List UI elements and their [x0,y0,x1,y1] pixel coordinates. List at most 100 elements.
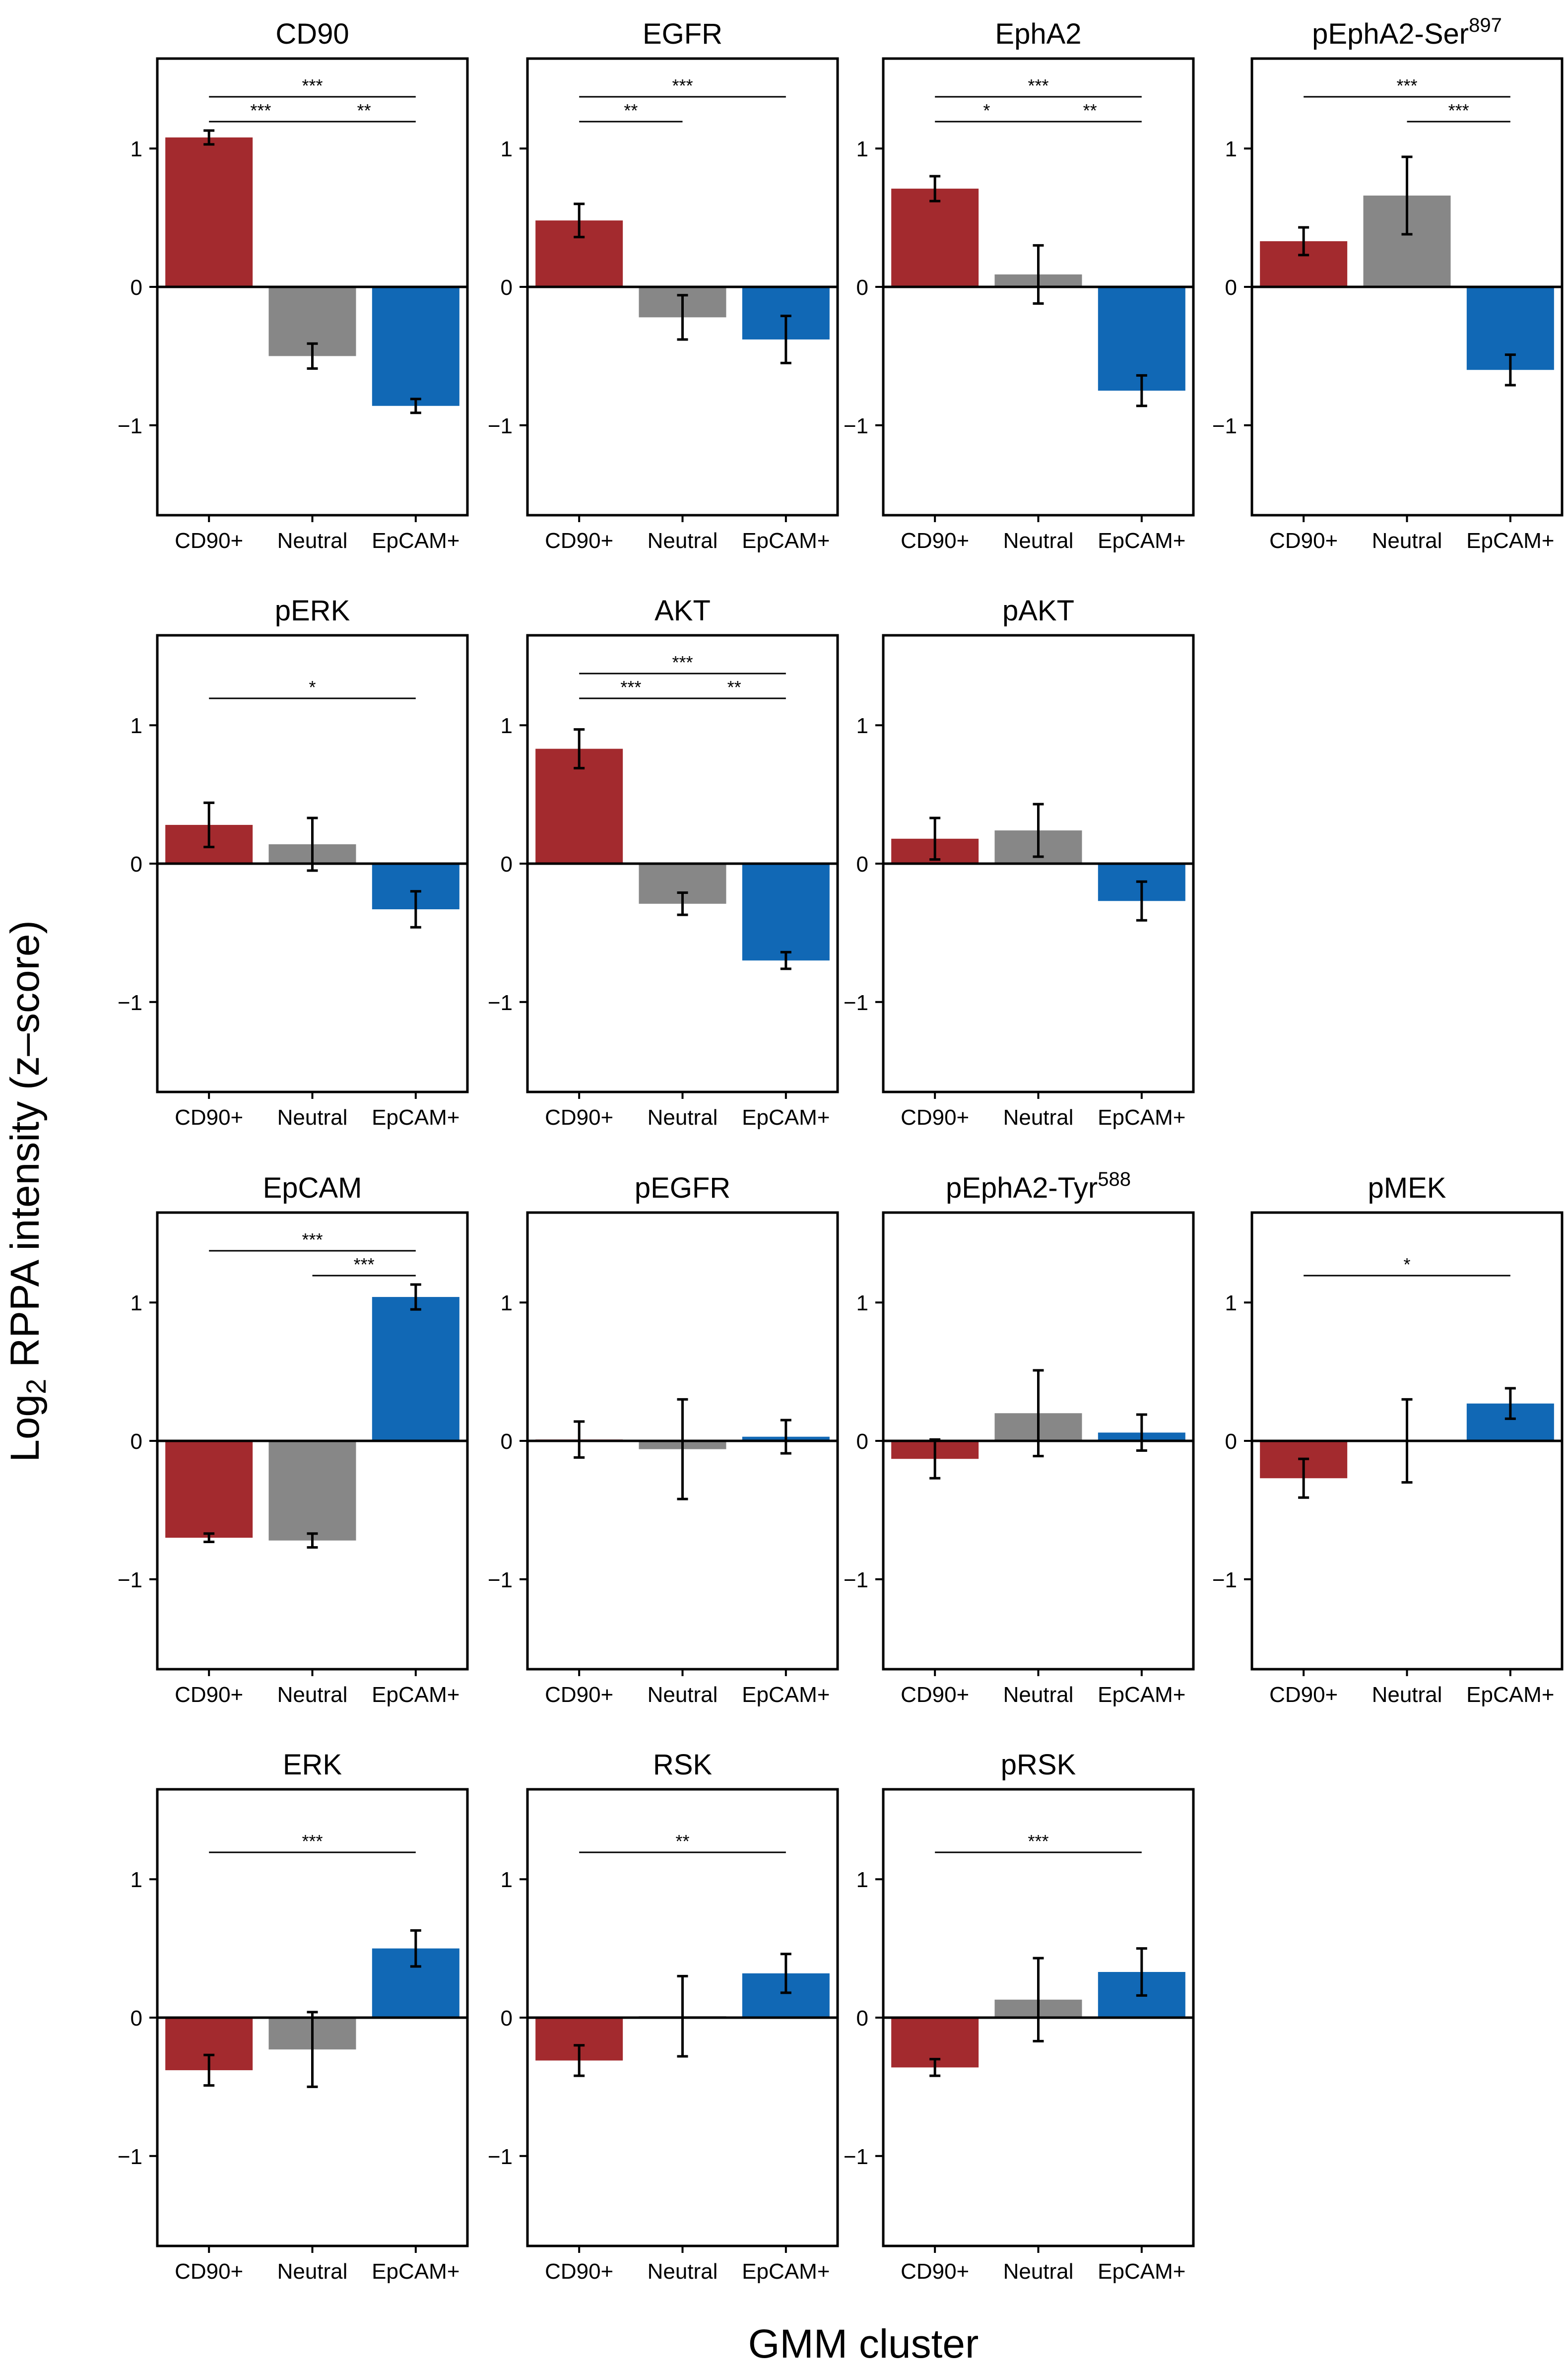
panel-title: EphA2 [995,18,1081,50]
x-tick-label: EpCAM+ [1098,1683,1185,1707]
panel-title-text: pERK [275,595,350,627]
x-tick-label: CD90+ [1269,1683,1338,1707]
x-tick-label: Neutral [1003,2259,1074,2284]
panel-perk: pERK −1 0 1 CD90+ Neutral EpCAM+ * [118,595,469,1130]
y-tick-label: 1 [856,1868,868,1892]
panel-epcam: EpCAM −1 0 1 CD90+ Neutral EpCAM+ *** *** [118,1172,469,1707]
x-tick-label: CD90+ [545,2259,613,2284]
y-tick-label: 0 [131,1429,142,1454]
y-tick-label: 0 [501,1429,513,1454]
y-tick-label: 1 [501,1291,513,1315]
y-tick-label: 0 [501,275,513,300]
significance-label: ** [624,100,638,121]
y-tick-label: 0 [856,275,868,300]
x-tick-label: Neutral [1003,1683,1074,1707]
panel-title-text: EGFR [643,18,722,50]
y-tick-label: −1 [1212,414,1237,438]
panel-title: pERK [275,595,350,627]
y-tick-label: −1 [844,2145,868,2169]
significance-label: *** [1028,1831,1048,1851]
y-tick-label: −1 [118,414,142,438]
y-tick-label: −1 [488,414,513,438]
x-tick-label: EpCAM+ [1466,529,1554,553]
panel-title: pEphA2-Ser897 [1312,14,1502,50]
significance-label: ** [1083,100,1097,121]
bar-epcam [372,1297,459,1441]
x-tick-label: Neutral [648,2259,718,2284]
bar-cd90 [891,189,979,287]
y-tick-label: 0 [501,2006,513,2031]
significance-label: *** [672,75,693,96]
bar-epcam [1098,287,1185,391]
y-tick-label: −1 [488,1568,513,1592]
x-tick-label: CD90+ [901,1683,969,1707]
panel-title-text: pMEK [1368,1172,1446,1204]
x-tick-label: EpCAM+ [372,1105,459,1130]
significance-label: *** [250,100,271,121]
y-tick-label: 1 [1225,1291,1237,1315]
x-tick-label: Neutral [1003,529,1074,553]
bar-cd90 [165,137,253,287]
y-tick-label: 1 [1225,137,1237,161]
y-tick-label: 0 [131,275,142,300]
x-tick-label: CD90+ [545,1105,613,1130]
bar-epcam [742,864,830,961]
panel-pepha2-tyr588: pEphA2-Tyr588 −1 0 1 CD90+ Neutral EpCAM+ [844,1168,1195,1707]
y-tick-label: 0 [131,852,142,877]
bar-cd90 [165,1441,253,1538]
y-tick-label: −1 [844,414,868,438]
panel-title: pAKT [1002,595,1074,627]
panel-title: RSK [653,1749,713,1781]
y-tick-label: 0 [1225,1429,1237,1454]
x-tick-label: CD90+ [1269,529,1338,553]
panel-title: AKT [654,595,711,627]
panel-title: pEphA2-Tyr588 [946,1168,1131,1204]
x-tick-label: EpCAM+ [372,2259,459,2284]
panel-title-text: pRSK [1001,1749,1076,1781]
panel-title-text: pEphA2-Tyr [946,1172,1098,1204]
panel-pakt: pAKT −1 0 1 CD90+ Neutral EpCAM+ [844,595,1195,1130]
x-tick-label: Neutral [1372,529,1442,553]
x-tick-label: Neutral [1372,1683,1442,1707]
panel-title: EpCAM [263,1172,362,1204]
significance-label: ** [357,100,371,121]
significance-label: *** [354,1254,375,1275]
y-tick-label: −1 [844,1568,868,1592]
y-tick-label: 1 [856,714,868,738]
x-tick-label: CD90+ [175,529,243,553]
y-tick-label: −1 [844,991,868,1015]
y-tick-label: −1 [1212,1568,1237,1592]
significance-label: *** [302,1831,323,1851]
y-axis-label: Log2 RPPA intensity (z–score) [2,920,52,1462]
x-tick-label: Neutral [277,1105,348,1130]
significance-label: *** [1028,75,1048,96]
x-tick-label: CD90+ [901,1105,969,1130]
significance-label: *** [672,652,693,673]
x-tick-label: EpCAM+ [742,1105,830,1130]
y-tick-label: 1 [501,1868,513,1892]
panel-title: pMEK [1368,1172,1446,1204]
panel-title-text: EpCAM [263,1172,362,1204]
panel-title-text: AKT [654,595,711,627]
y-axis-label-subscript: 2 [20,1379,52,1394]
bar-neutral [268,1441,356,1541]
panel-title-text: CD90 [275,18,349,50]
y-tick-label: 0 [856,852,868,877]
x-tick-label: CD90+ [175,2259,243,2284]
panel-title-text: pEGFR [635,1172,730,1204]
significance-label: *** [620,677,641,697]
x-tick-label: CD90+ [175,1683,243,1707]
significance-label: * [1403,1254,1410,1275]
panel-title: pEGFR [635,1172,730,1204]
x-tick-label: EpCAM+ [1466,1683,1554,1707]
panel-title: ERK [283,1749,342,1781]
panel-title-superscript: 897 [1469,14,1502,36]
x-tick-label: CD90+ [901,529,969,553]
panel-pmek: pMEK −1 0 1 CD90+ Neutral EpCAM+ * [1212,1172,1564,1707]
x-tick-label: EpCAM+ [1098,529,1185,553]
panel-title-text: EphA2 [995,18,1081,50]
y-tick-label: 1 [856,137,868,161]
